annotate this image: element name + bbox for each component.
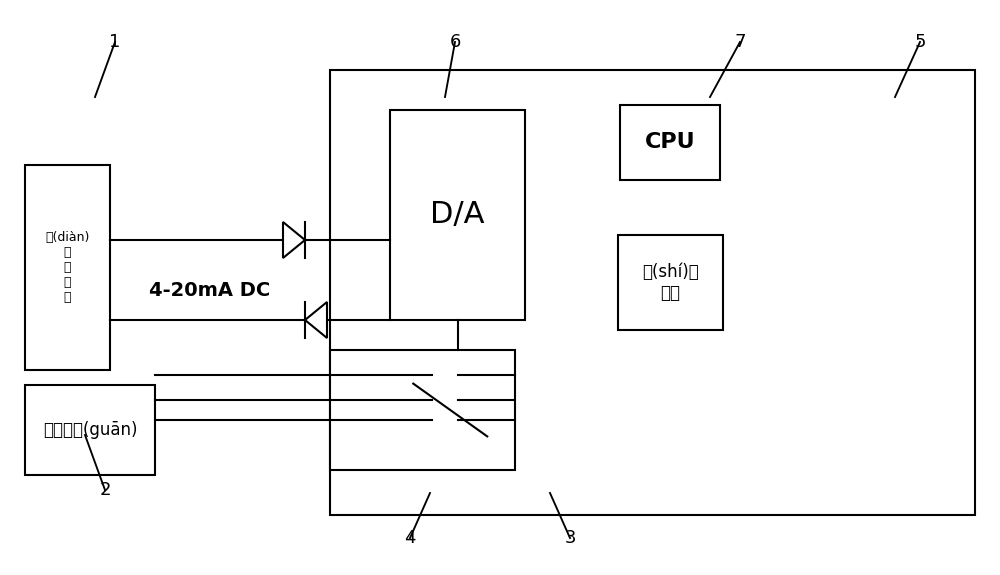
Text: 7: 7 — [734, 33, 746, 51]
Text: 電(diàn)
流
互
感
器: 電(diàn) 流 互 感 器 — [45, 231, 90, 304]
Text: 3: 3 — [564, 529, 576, 547]
Polygon shape — [305, 302, 327, 338]
Text: 4-20mA DC: 4-20mA DC — [149, 281, 271, 300]
Text: 4: 4 — [404, 529, 416, 547]
Bar — [25, 165, 110, 370]
Bar — [330, 350, 515, 470]
Text: CPU: CPU — [645, 132, 695, 152]
Text: 1: 1 — [109, 33, 121, 51]
Text: 2: 2 — [99, 481, 111, 499]
Bar — [618, 235, 723, 330]
Text: 時(shí)間
模塊: 時(shí)間 模塊 — [642, 263, 699, 302]
Bar — [390, 110, 525, 320]
Text: 6: 6 — [449, 33, 461, 51]
Text: 5: 5 — [914, 33, 926, 51]
Bar — [25, 385, 155, 475]
Text: D/A: D/A — [430, 201, 485, 229]
Text: 空氣開關(guān): 空氣開關(guān) — [43, 421, 137, 439]
Polygon shape — [283, 222, 305, 258]
Bar — [330, 70, 975, 515]
Bar — [620, 105, 720, 180]
